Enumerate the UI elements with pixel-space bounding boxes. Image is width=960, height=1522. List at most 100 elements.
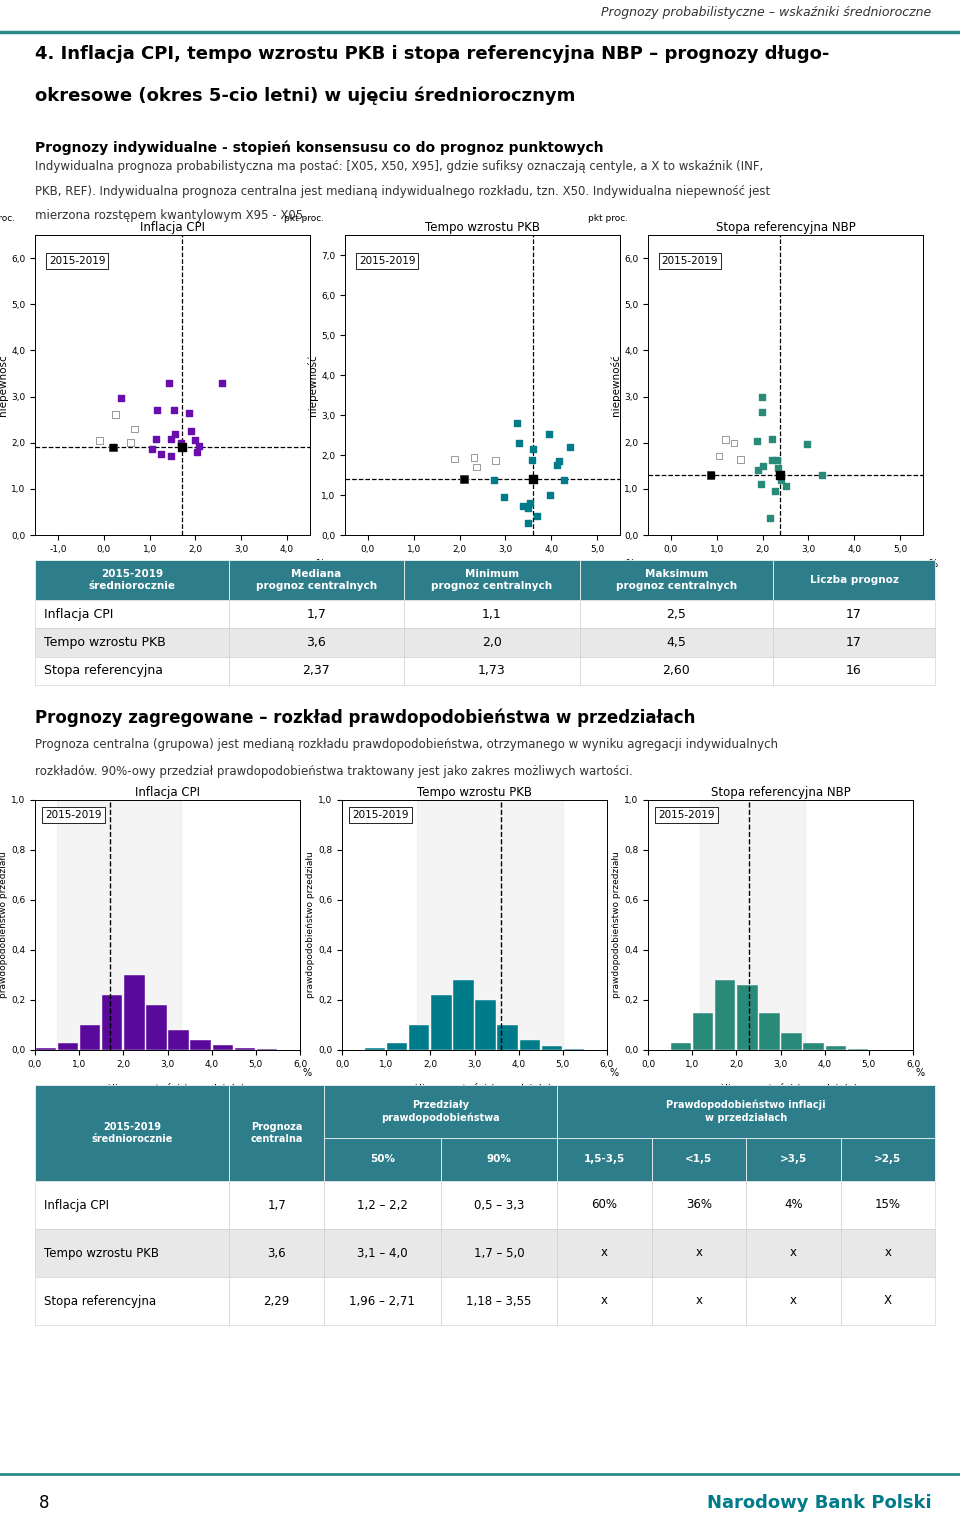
Point [541,422,557,446]
Y-axis label: prawdopodobieństwo przedziału: prawdopodobieństwo przedziału [306,852,315,998]
Point [150,397,165,422]
Bar [102,995,123,1050]
Text: mierzona rozstępem kwantylowym X95 - X05.: mierzona rozstępem kwantylowym X95 - X05… [35,210,307,222]
Text: rozkładów. 90%-owy przedział prawdopodobieństwa traktowany jest jako zakres możl: rozkładów. 90%-owy przedział prawdopodob… [35,766,633,778]
FancyBboxPatch shape [324,1277,441,1326]
Text: 4,5: 4,5 [666,636,686,648]
Text: prognozy centralne: prognozy centralne [122,583,223,594]
Point [183,419,199,443]
Text: 2015-2019: 2015-2019 [352,810,409,820]
Text: 1,18 – 3,55: 1,18 – 3,55 [467,1295,532,1307]
FancyBboxPatch shape [35,1277,229,1326]
Bar [57,801,180,1050]
Point [190,440,205,464]
Y-axis label: prawdopodobieństwo przedziału: prawdopodobieństwo przedziału [0,852,9,998]
Text: 3,6: 3,6 [267,1247,286,1260]
Point [510,411,525,435]
Text: 1,96 – 2,71: 1,96 – 2,71 [349,1295,415,1307]
Text: Prognoza
centralna: Prognoza centralna [251,1122,302,1145]
Text: 0,5 – 3,3: 0,5 – 3,3 [473,1198,524,1212]
Point [191,434,206,458]
Point [106,435,121,460]
FancyBboxPatch shape [229,1277,324,1326]
Point [732,447,748,472]
Point [563,435,578,460]
Point [800,432,815,457]
Point [522,490,538,514]
Text: x: x [884,1247,891,1260]
Point [174,435,189,460]
Bar [737,985,757,1050]
Bar [365,1047,385,1050]
Bar [453,980,473,1050]
FancyBboxPatch shape [228,600,404,629]
Point [542,482,558,507]
Point [549,454,564,478]
Text: 2015-2019: 2015-2019 [46,810,102,820]
Text: Maksimum
prognoz centralnych: Maksimum prognoz centralnych [615,569,737,591]
FancyBboxPatch shape [557,1181,652,1228]
Text: Tempo wzrostu PKB: Tempo wzrostu PKB [44,1247,159,1260]
Text: pkt proc.: pkt proc. [588,215,628,224]
Text: Mediana
prognoz centralnych: Mediana prognoz centralnych [255,569,377,591]
Point [149,428,164,452]
Text: Indywidualna prognoza probabilistyczna ma postać: [X05, X50, X95], gdzie sufiksy: Indywidualna prognoza probabilistyczna m… [35,160,763,174]
Bar [124,976,145,1050]
FancyBboxPatch shape [557,1228,652,1277]
Y-axis label: niepewność: niepewność [611,355,621,416]
Text: Narodowy Bank Polski: Narodowy Bank Polski [707,1493,931,1511]
Text: Inflacja CPI: Inflacja CPI [44,1198,109,1212]
Point [446,447,462,472]
Text: %: % [610,1067,619,1078]
FancyBboxPatch shape [746,1277,841,1326]
Text: 2015-2019: 2015-2019 [659,810,715,820]
FancyBboxPatch shape [35,1228,229,1277]
Point [751,458,766,482]
Text: x: x [790,1247,797,1260]
Bar [80,1024,101,1050]
Point [174,431,189,455]
Point [557,467,572,492]
FancyBboxPatch shape [441,1277,557,1326]
Text: możliwe wartości (przedziały): możliwe wartości (przedziały) [703,1082,858,1093]
Point [214,370,229,394]
FancyBboxPatch shape [324,1228,441,1277]
Text: 17: 17 [846,607,862,621]
Text: okresowe (okres 5-cio letni) w ujęciu średniorocznym: okresowe (okres 5-cio letni) w ujęciu śr… [35,87,575,105]
Bar [58,1043,79,1050]
FancyBboxPatch shape [324,1085,557,1138]
Title: Inflacja CPI: Inflacja CPI [140,221,205,234]
Bar [36,1047,57,1050]
Bar [804,1043,824,1050]
Bar [387,1043,407,1050]
Text: 15%: 15% [875,1198,900,1212]
Text: prognozy centralne: prognozy centralne [432,583,533,594]
Text: prognozy centralne: prognozy centralne [734,583,836,594]
Point [92,428,108,452]
Text: 2,29: 2,29 [264,1295,290,1307]
Text: x: x [695,1295,703,1307]
Point [524,447,540,472]
Text: Prognozy zagregowane – rozkład prawdopodobieństwa w przedziałach: Prognozy zagregowane – rozkład prawdopod… [35,708,695,726]
Text: 2015-2019: 2015-2019 [359,256,416,266]
Point [520,510,536,534]
Text: 60%: 60% [591,1198,617,1212]
Title: Tempo wzrostu PKB: Tempo wzrostu PKB [425,221,540,234]
Bar [190,1040,211,1050]
Point [486,467,501,492]
Text: 1,73: 1,73 [478,664,506,677]
Text: 90%: 90% [487,1154,512,1164]
Point [756,454,771,478]
FancyBboxPatch shape [841,1181,935,1228]
FancyBboxPatch shape [652,1181,746,1228]
Text: Przedziały
prawdopodobieństwa: Przedziały prawdopodobieństwa [381,1100,500,1123]
Bar [431,995,451,1050]
Point [754,385,769,409]
Point [515,493,530,517]
Bar [715,980,735,1050]
Point [814,463,829,487]
FancyBboxPatch shape [404,600,580,629]
Text: Tempo wzrostu PKB: Tempo wzrostu PKB [44,636,166,648]
Y-axis label: niepewność: niepewność [0,355,9,416]
Point [167,397,182,422]
